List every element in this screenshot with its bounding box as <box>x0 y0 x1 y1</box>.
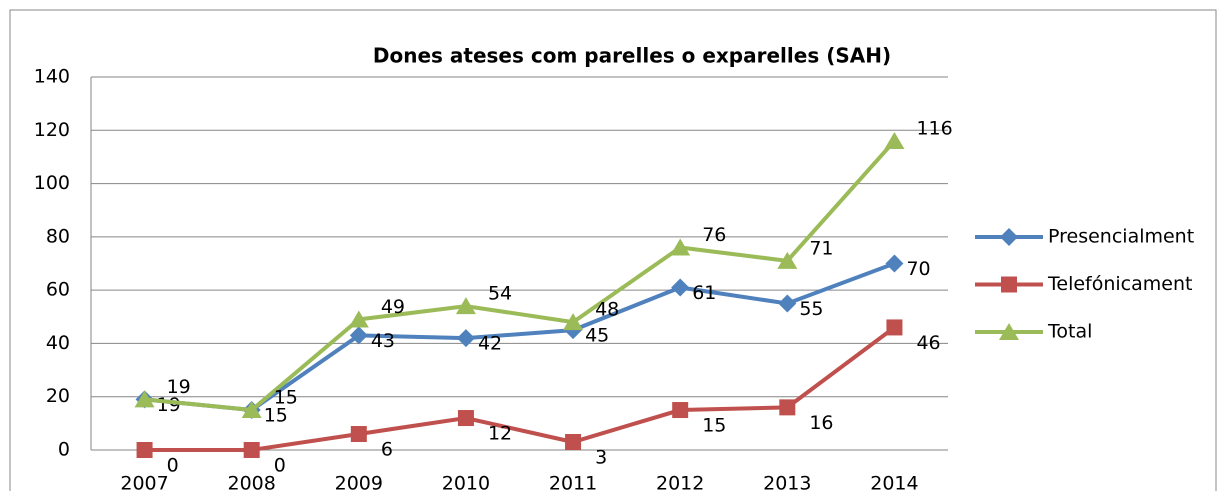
x-tick-label: 2010 <box>442 473 490 491</box>
marker <box>565 434 582 451</box>
marker <box>243 442 260 458</box>
data-label: 15 <box>264 405 288 427</box>
data-label: 3 <box>595 447 607 469</box>
y-tick-label: 60 <box>46 279 70 301</box>
x-tick-label: 2012 <box>656 473 704 491</box>
data-label: 76 <box>702 224 726 246</box>
data-label: 16 <box>809 412 833 434</box>
marker <box>455 297 476 315</box>
y-tick-label: 40 <box>46 332 70 354</box>
marker <box>348 310 369 328</box>
legend-label: Telefónicament <box>1047 273 1192 295</box>
data-label: 15 <box>274 387 298 409</box>
data-label: 55 <box>799 298 823 320</box>
marker <box>884 131 905 149</box>
x-tick-label: 2011 <box>549 473 597 491</box>
data-label: 45 <box>585 325 609 347</box>
marker <box>778 294 797 313</box>
y-tick-label: 120 <box>34 119 70 141</box>
x-tick-label: 2008 <box>228 473 276 491</box>
marker <box>350 426 367 443</box>
marker <box>136 442 153 458</box>
y-tick-label: 140 <box>34 66 70 88</box>
data-label: 0 <box>274 455 286 477</box>
marker <box>1001 276 1017 293</box>
marker <box>349 326 368 345</box>
marker <box>563 313 584 331</box>
y-tick-label: 80 <box>46 225 70 247</box>
marker <box>886 319 903 336</box>
data-label: 0 <box>167 455 179 477</box>
x-tick-label: 2013 <box>763 473 811 491</box>
marker <box>670 238 691 256</box>
x-tick-label: 2007 <box>120 473 168 491</box>
data-label: 43 <box>371 330 395 352</box>
marker <box>456 329 475 348</box>
legend-label: Presencialment <box>1048 226 1194 248</box>
y-tick-label: 100 <box>34 172 70 194</box>
series-line <box>144 325 896 452</box>
data-label: 61 <box>692 282 716 304</box>
marker <box>779 399 796 416</box>
data-label: 12 <box>488 423 512 445</box>
data-label: 54 <box>488 283 512 305</box>
data-label: 48 <box>595 299 619 321</box>
data-label: 116 <box>916 117 952 139</box>
marker <box>241 401 262 419</box>
data-label: 42 <box>478 333 502 355</box>
series-line <box>144 139 896 413</box>
marker <box>457 410 474 427</box>
x-tick-label: 2014 <box>870 473 918 491</box>
chart-title: Dones ateses com parelles o exparelles (… <box>373 44 891 68</box>
data-label: 15 <box>702 415 726 437</box>
data-label: 19 <box>167 376 191 398</box>
marker <box>671 278 690 297</box>
data-label: 46 <box>916 332 940 354</box>
marker <box>672 402 689 419</box>
series-line <box>144 261 896 413</box>
marker <box>134 390 155 408</box>
legend-label: Total <box>1047 321 1092 343</box>
marker <box>1000 228 1018 246</box>
marker <box>885 254 904 273</box>
data-label: 49 <box>381 296 405 318</box>
data-label: 70 <box>906 258 930 280</box>
data-label: 6 <box>381 439 393 461</box>
y-tick-label: 0 <box>58 439 70 461</box>
y-tick-label: 20 <box>46 385 70 407</box>
marker <box>777 251 798 269</box>
x-tick-label: 2009 <box>335 473 383 491</box>
data-label: 71 <box>809 237 833 259</box>
marker <box>999 323 1019 340</box>
chart-frame <box>9 9 1217 491</box>
